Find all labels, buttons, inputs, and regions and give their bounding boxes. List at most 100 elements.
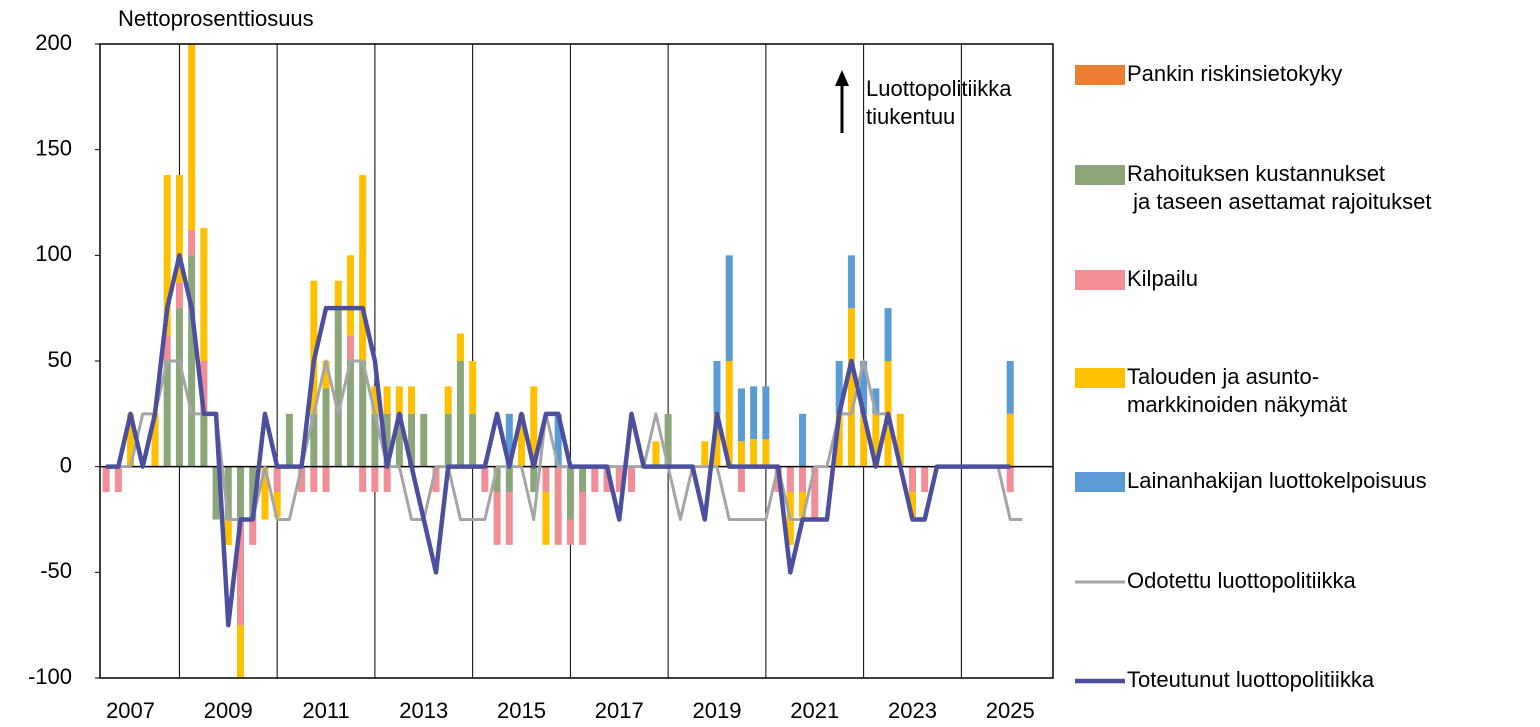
bar [346, 335, 354, 361]
legend-label: Talouden ja asunto-markkinoiden näkymät [1127, 364, 1347, 417]
bar [310, 466, 318, 493]
x-tick-label: 2023 [888, 698, 937, 723]
bar [285, 413, 293, 467]
bar [786, 466, 794, 493]
bar [603, 466, 611, 493]
text-line: markkinoiden näkymät [1127, 392, 1347, 417]
x-tick-label: 2009 [204, 698, 253, 723]
bar [542, 466, 550, 493]
bar [518, 413, 526, 467]
bar [383, 413, 391, 467]
bar [456, 333, 464, 361]
legend-swatch [1075, 270, 1125, 290]
bar [334, 280, 342, 309]
text-line: Rahoituksen kustannukset [1127, 161, 1385, 186]
annotation: Luottopolitiikka tiukentuu [866, 76, 1012, 129]
y-tick-label: 100 [35, 241, 72, 266]
x-tick-label: 2019 [693, 698, 742, 723]
bar [860, 361, 868, 414]
legend-swatch [1075, 65, 1125, 85]
bar [175, 282, 183, 309]
bar [310, 413, 318, 467]
bar [322, 388, 330, 467]
legend-label: Kilpailu [1127, 266, 1198, 291]
bar [1006, 361, 1014, 414]
legend-label: Rahoituksen kustannukset ja taseen asett… [1127, 161, 1432, 214]
bar [872, 388, 880, 414]
bar [395, 413, 403, 467]
bar [273, 466, 281, 493]
bar [505, 413, 513, 467]
bar [175, 308, 183, 467]
bar [627, 466, 635, 493]
bar [615, 466, 623, 493]
x-tick-label: 2013 [399, 698, 448, 723]
bar [847, 255, 855, 309]
bar [273, 492, 281, 518]
text-line: ja taseen asettamat rajoitukset [1127, 189, 1432, 214]
bar [713, 413, 721, 467]
bar [725, 361, 733, 467]
bar [346, 361, 354, 467]
bar [383, 386, 391, 414]
bar [579, 466, 587, 493]
bar [188, 229, 196, 256]
bar [762, 386, 770, 440]
bar [359, 175, 367, 361]
bar [811, 466, 819, 520]
bar [493, 466, 501, 493]
legend-label: Pankin riskinsietokyky [1127, 61, 1342, 86]
bar [408, 413, 416, 467]
bar [322, 466, 330, 493]
bar [481, 466, 489, 493]
x-tick-label: 2015 [497, 698, 546, 723]
bar [762, 439, 770, 467]
bar [713, 361, 721, 414]
bar [237, 519, 245, 626]
legend-swatch [1075, 165, 1125, 185]
bar [163, 361, 171, 467]
bar [249, 466, 257, 520]
bar [237, 466, 245, 520]
bar [799, 492, 807, 518]
bar [908, 466, 916, 493]
bar [188, 44, 196, 230]
bar [750, 386, 758, 440]
legend-label: Toteutunut luottopolitiikka [1127, 667, 1375, 692]
bar [469, 413, 477, 467]
bar [359, 361, 367, 467]
x-tick-label: 2025 [986, 698, 1035, 723]
bar [493, 492, 501, 545]
y-tick-label: 50 [48, 347, 72, 372]
bar [371, 413, 379, 467]
bar [224, 519, 232, 545]
y-tick-label: -100 [28, 664, 72, 689]
bar [872, 413, 880, 467]
line [106, 253, 1011, 628]
bar [884, 308, 892, 361]
bar [175, 175, 183, 283]
bar [334, 308, 342, 467]
bar [432, 466, 440, 493]
bar [1006, 413, 1014, 467]
plot-border [99, 43, 1054, 679]
bar [114, 466, 122, 493]
x-tick-label: 2017 [595, 698, 644, 723]
bar [151, 413, 159, 467]
x-tick-label: 2011 [302, 698, 349, 723]
line [106, 359, 1023, 521]
bar [566, 519, 574, 545]
bar [835, 413, 843, 467]
bar [530, 386, 538, 467]
bar [224, 466, 232, 520]
bar [737, 441, 745, 467]
bar [456, 361, 464, 467]
bar [799, 413, 807, 467]
y-tick-label: -50 [40, 558, 72, 583]
text-line: Talouden ja asunto- [1127, 364, 1319, 389]
bar [469, 361, 477, 414]
bar [298, 466, 306, 493]
bar [200, 413, 208, 467]
legend-label: Odotettu luottopolitiikka [1127, 568, 1356, 593]
